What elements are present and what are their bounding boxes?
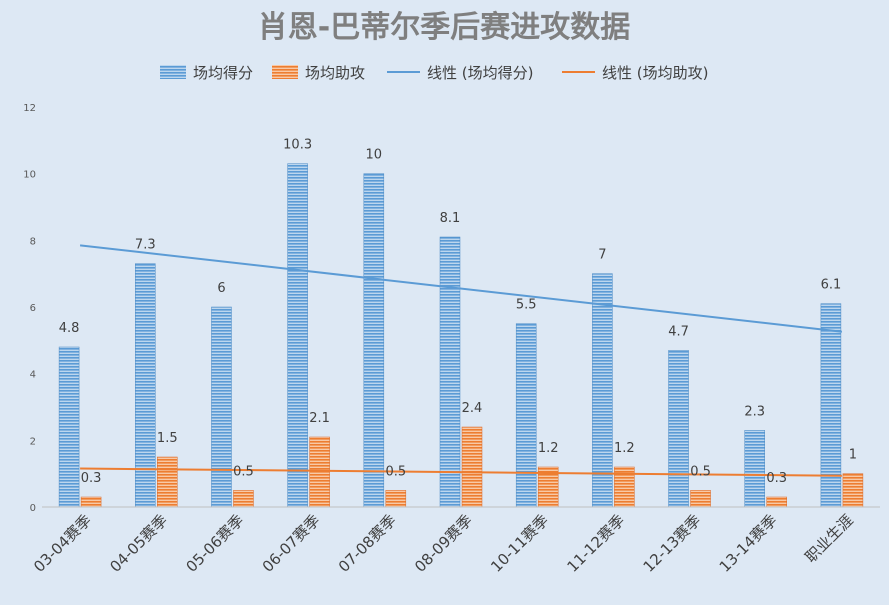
bar-assists [690, 490, 711, 508]
bar-points [744, 430, 765, 508]
x-tick-label: 13-14赛季 [716, 511, 781, 576]
bar-points [135, 263, 156, 508]
x-tick-label: 05-06赛季 [183, 511, 248, 576]
data-label-points: 6.1 [821, 278, 842, 293]
bar-points [439, 236, 461, 508]
y-tick-label: 6 [30, 303, 36, 314]
trend-lines [79, 244, 843, 477]
y-tick-label: 8 [30, 236, 36, 247]
data-label-assists: 2.1 [309, 411, 330, 426]
bar-assists [766, 496, 787, 508]
legend-swatch-points [160, 65, 186, 79]
x-tick-label: 03-04赛季 [30, 511, 95, 576]
legend-label-points-trend: 线性 (场均得分) [427, 64, 533, 82]
x-axis: 03-04赛季 04-05赛季 05-06赛季 06-07赛季 07-08赛季 08-09… [30, 506, 880, 576]
legend-label-points: 场均得分 [193, 64, 253, 82]
data-label-points: 10 [366, 148, 383, 163]
data-label-assists: 0.5 [690, 464, 711, 479]
data-label-points: 7 [598, 248, 606, 263]
data-label-points: 5.5 [516, 298, 537, 313]
x-tick-label: 11-12赛季 [563, 511, 628, 576]
x-tick-label: 06-07赛季 [259, 511, 324, 576]
bar-assists [461, 426, 483, 508]
x-tick-label: 10-11赛季 [487, 511, 552, 576]
data-label-points: 4.8 [59, 321, 80, 336]
data-label-assists: 1.2 [614, 441, 635, 456]
x-tick-label: 12-13赛季 [640, 511, 705, 576]
data-label-assists: 0.3 [766, 471, 787, 486]
y-tick-label: 10 [23, 170, 36, 181]
y-tick-label: 2 [30, 436, 36, 447]
y-axis: 0 2 4 6 8 10 12 [23, 103, 36, 514]
chart-title: 肖恩-巴蒂尔季后赛进攻数据 [258, 10, 630, 45]
data-label-assists: 0.5 [233, 464, 254, 479]
bar-assists [842, 473, 864, 508]
x-tick-label: 08-09赛季 [411, 511, 476, 576]
bar-assists [385, 490, 407, 508]
x-tick-label: 职业生涯 [802, 511, 857, 566]
y-tick-label: 12 [23, 103, 36, 114]
bar-points [668, 350, 689, 508]
legend: 场均得分 场均助攻 线性 (场均得分) 线性 (场均助攻) [160, 64, 708, 82]
legend-label-assists-trend: 线性 (场均助攻) [602, 64, 708, 82]
bar-points [287, 163, 308, 508]
data-label-assists: 1 [849, 448, 857, 463]
y-tick-label: 0 [30, 503, 36, 514]
data-label-assists: 2.4 [462, 401, 483, 416]
data-label-points: 2.3 [744, 404, 765, 419]
bar-assists [157, 456, 178, 508]
data-label-assists: 0.5 [385, 464, 406, 479]
trend-line-assists [80, 467, 842, 477]
data-label-assists: 1.5 [157, 431, 178, 446]
data-label-points: 7.3 [135, 238, 156, 253]
bar-assists [80, 496, 102, 508]
bar-points [515, 323, 537, 508]
bar-points [592, 273, 613, 508]
data-label-points: 6 [217, 281, 225, 296]
x-tick-label: 07-08赛季 [335, 511, 400, 576]
legend-label-assists: 场均助攻 [305, 64, 365, 82]
bar-points [211, 306, 232, 508]
bar-points [58, 346, 80, 508]
data-label-assists: 0.3 [81, 471, 102, 486]
data-label-points: 10.3 [283, 138, 312, 153]
bars [58, 163, 864, 508]
bar-assists [309, 436, 330, 508]
trend-line-points [79, 244, 843, 333]
y-tick-label: 4 [30, 370, 36, 381]
x-tick-label: 04-05赛季 [106, 511, 171, 576]
data-label-assists: 1.2 [538, 441, 559, 456]
bar-assists [233, 490, 254, 508]
bar-points [363, 173, 385, 508]
data-labels: 4.80.37.31.560.510.32.1100.58.12.45.51.2… [59, 138, 857, 486]
data-label-points: 4.7 [668, 324, 689, 339]
legend-swatch-assists [272, 65, 298, 79]
data-label-points: 8.1 [440, 211, 461, 226]
